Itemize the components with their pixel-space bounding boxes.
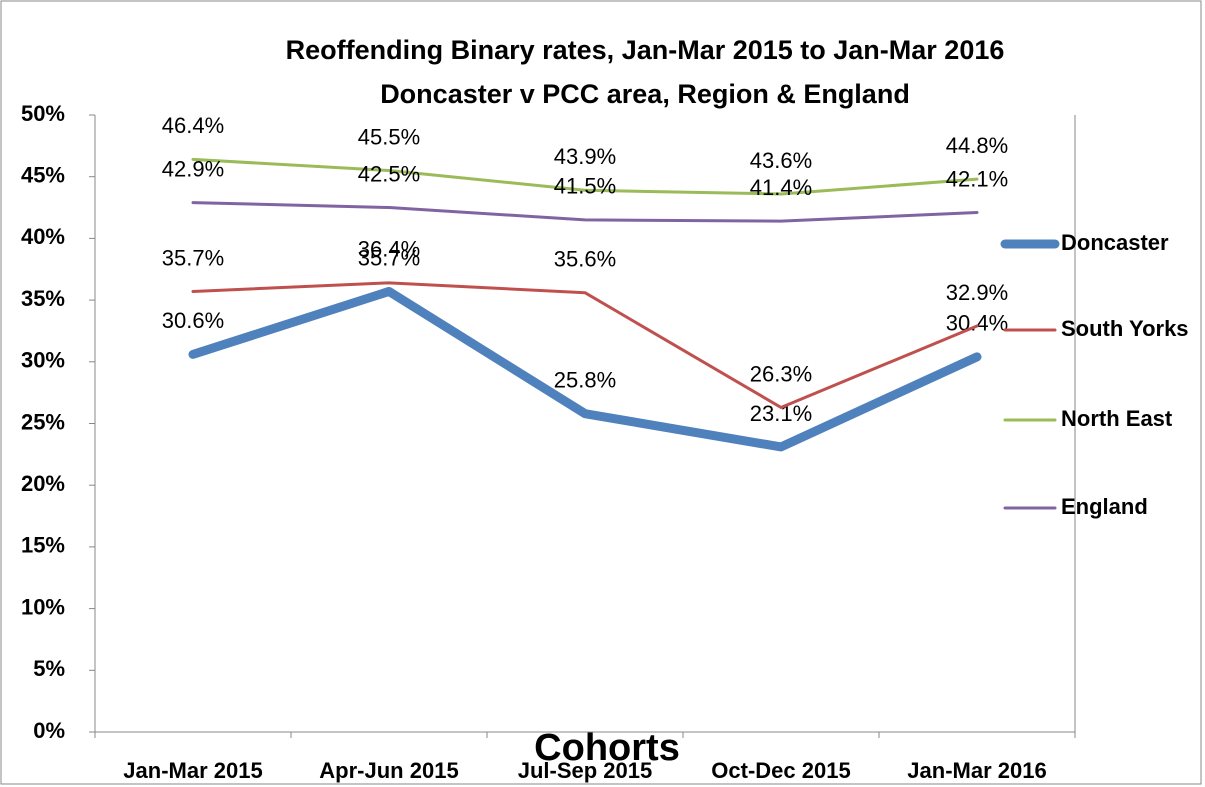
data-label: 35.7% bbox=[162, 245, 224, 270]
series-line bbox=[191, 157, 979, 196]
y-tick-label: 15% bbox=[21, 533, 65, 558]
legend-label: North East bbox=[1061, 406, 1173, 431]
data-label: 23.1% bbox=[750, 401, 812, 426]
data-label: 42.1% bbox=[946, 166, 1008, 191]
y-tick-label: 20% bbox=[21, 471, 65, 496]
data-label: 41.5% bbox=[554, 174, 616, 199]
y-tick-label: 45% bbox=[21, 163, 65, 188]
data-label: 35.7% bbox=[358, 245, 420, 270]
x-tick-label: Jan-Mar 2015 bbox=[123, 758, 262, 783]
y-tick-label: 10% bbox=[21, 594, 65, 619]
y-tick-label: 35% bbox=[21, 286, 65, 311]
data-label: 36.4% bbox=[358, 237, 420, 262]
data-label: 26.3% bbox=[750, 361, 812, 386]
data-label: 32.9% bbox=[946, 280, 1008, 305]
x-tick-label: Apr-Jun 2015 bbox=[319, 758, 458, 783]
data-label: 43.9% bbox=[554, 144, 616, 169]
data-label: 45.5% bbox=[358, 124, 420, 149]
x-tick-label: Jul-Sep 2015 bbox=[518, 758, 653, 783]
legend-label: Doncaster bbox=[1061, 230, 1169, 255]
y-tick-label: 40% bbox=[21, 224, 65, 249]
data-label: 46.4% bbox=[162, 113, 224, 138]
data-label: 35.6% bbox=[554, 247, 616, 272]
data-label: 43.6% bbox=[750, 148, 812, 173]
x-axis-label: Cohorts bbox=[534, 727, 680, 769]
y-tick-label: 0% bbox=[33, 718, 65, 743]
y-tick-label: 25% bbox=[21, 409, 65, 434]
data-label: 25.8% bbox=[554, 367, 616, 392]
data-label: 44.8% bbox=[946, 133, 1008, 158]
series-line bbox=[191, 281, 979, 409]
x-tick-label: Jan-Mar 2016 bbox=[907, 758, 1046, 783]
series-line bbox=[188, 286, 982, 452]
data-label: 42.9% bbox=[162, 156, 224, 181]
chart-subtitle: Doncaster v PCC area, Region & England bbox=[380, 79, 910, 109]
y-tick-label: 5% bbox=[33, 656, 65, 681]
data-label: 30.6% bbox=[162, 308, 224, 333]
chart-title: Reoffending Binary rates, Jan-Mar 2015 t… bbox=[286, 35, 1005, 65]
legend-label: South Yorks bbox=[1061, 316, 1189, 341]
data-label: 41.4% bbox=[750, 175, 812, 200]
y-tick-label: 50% bbox=[21, 101, 65, 126]
x-tick-label: Oct-Dec 2015 bbox=[711, 758, 850, 783]
y-tick-label: 30% bbox=[21, 348, 65, 373]
data-label: 30.4% bbox=[946, 311, 1008, 336]
data-label: 42.5% bbox=[358, 161, 420, 186]
legend-label: England bbox=[1061, 494, 1148, 519]
series-line bbox=[191, 201, 979, 223]
